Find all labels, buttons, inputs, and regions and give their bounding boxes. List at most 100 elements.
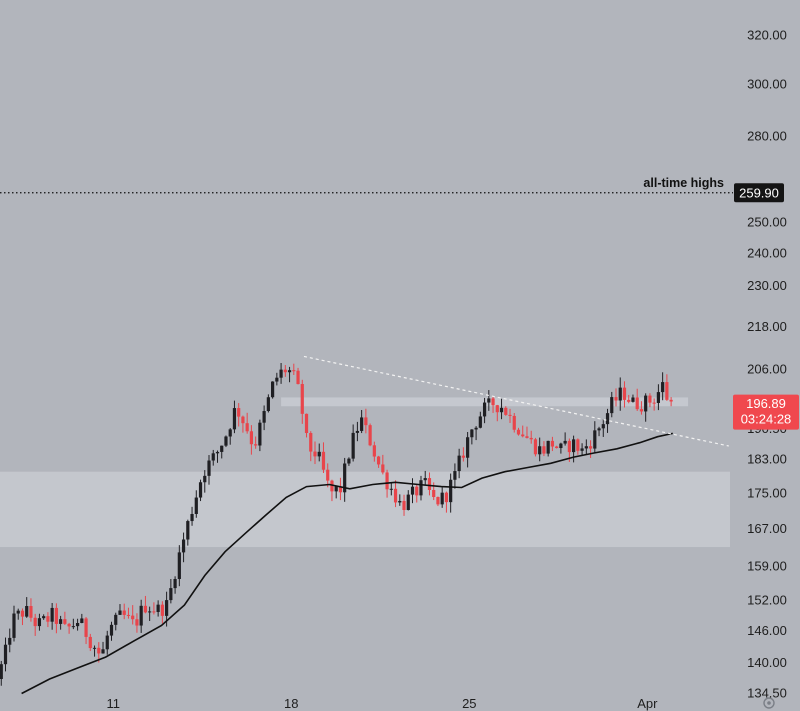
candle-95[interactable] — [402, 494, 406, 516]
candle-69[interactable] — [292, 363, 296, 376]
candle-85[interactable] — [360, 409, 364, 434]
candle-64[interactable] — [271, 381, 275, 399]
candle-125[interactable] — [529, 430, 533, 444]
candle-107[interactable] — [453, 463, 457, 489]
candle-143[interactable] — [605, 408, 610, 433]
candle-154[interactable] — [652, 398, 656, 411]
candle-55[interactable] — [232, 400, 237, 434]
candle-21[interactable] — [88, 633, 92, 652]
candle-113[interactable] — [478, 411, 482, 429]
candle-142[interactable] — [601, 419, 605, 437]
candle-1[interactable] — [3, 637, 8, 672]
candle-2[interactable] — [8, 628, 12, 653]
candle-109[interactable] — [461, 447, 465, 462]
candle-68[interactable] — [287, 366, 292, 383]
candle-30[interactable] — [126, 607, 131, 619]
candle-145[interactable] — [614, 388, 618, 407]
candle-158[interactable] — [669, 397, 673, 407]
candle-148[interactable] — [627, 394, 631, 404]
candle-20[interactable] — [84, 617, 88, 645]
candle-119[interactable] — [504, 406, 508, 416]
candle-8[interactable] — [33, 613, 37, 636]
candle-149[interactable] — [631, 394, 635, 403]
candle-132[interactable] — [559, 442, 563, 454]
candle-139[interactable] — [588, 440, 593, 458]
candle-79[interactable] — [334, 486, 338, 499]
candle-138[interactable] — [584, 439, 588, 455]
candle-27[interactable] — [114, 612, 118, 631]
candle-51[interactable] — [215, 450, 220, 463]
candle-118[interactable] — [499, 398, 504, 420]
candle-49[interactable] — [207, 455, 211, 485]
candle-11[interactable] — [46, 612, 50, 628]
candle-151[interactable] — [639, 401, 644, 415]
candle-94[interactable] — [398, 494, 402, 506]
candle-46[interactable] — [194, 490, 198, 518]
candle-98[interactable] — [415, 484, 419, 503]
candle-32[interactable] — [135, 613, 139, 633]
candle-5[interactable] — [20, 608, 25, 626]
candle-38[interactable] — [160, 601, 164, 624]
candle-44[interactable] — [186, 519, 190, 546]
candle-100[interactable] — [423, 470, 427, 486]
candle-33[interactable] — [139, 599, 143, 633]
candle-156[interactable] — [661, 372, 665, 401]
candle-73[interactable] — [309, 431, 313, 462]
candle-112[interactable] — [474, 426, 478, 441]
candle-155[interactable] — [656, 384, 660, 411]
candle-140[interactable] — [593, 421, 597, 453]
candle-150[interactable] — [635, 388, 639, 411]
settings-gear-icon[interactable] — [763, 697, 775, 709]
candle-129[interactable] — [546, 440, 550, 457]
candle-88[interactable] — [372, 441, 376, 462]
candle-53[interactable] — [224, 435, 228, 448]
candle-126[interactable] — [533, 437, 538, 457]
candle-61[interactable] — [258, 419, 262, 452]
candle-54[interactable] — [228, 428, 232, 445]
candle-22[interactable] — [92, 645, 97, 657]
candle-31[interactable] — [131, 605, 135, 625]
candle-28[interactable] — [118, 604, 122, 616]
candle-58[interactable] — [245, 412, 249, 434]
candle-120[interactable] — [508, 408, 512, 423]
candle-144[interactable] — [610, 391, 614, 418]
candle-135[interactable] — [572, 435, 576, 463]
candle-105[interactable] — [444, 491, 449, 513]
candle-78[interactable] — [330, 479, 334, 502]
candle-127[interactable] — [538, 437, 542, 462]
candle-40[interactable] — [169, 579, 173, 604]
candle-136[interactable] — [576, 438, 580, 455]
candle-4[interactable] — [16, 608, 20, 620]
candle-13[interactable] — [54, 603, 58, 634]
candle-42[interactable] — [177, 545, 181, 587]
candle-84[interactable] — [355, 421, 359, 442]
candle-26[interactable] — [109, 621, 114, 641]
candle-43[interactable] — [181, 532, 186, 563]
candle-3[interactable] — [12, 605, 16, 642]
candle-121[interactable] — [512, 412, 516, 433]
candle-35[interactable] — [148, 606, 152, 621]
candle-19[interactable] — [80, 613, 84, 624]
candle-83[interactable] — [351, 424, 355, 462]
candle-124[interactable] — [525, 426, 529, 439]
candle-7[interactable] — [29, 598, 33, 622]
candle-104[interactable] — [440, 487, 444, 508]
candle-96[interactable] — [406, 490, 410, 511]
candle-141[interactable] — [597, 426, 601, 437]
candle-123[interactable] — [521, 425, 525, 438]
candle-111[interactable] — [470, 429, 474, 445]
candle-14[interactable] — [59, 615, 63, 630]
candle-133[interactable] — [563, 432, 567, 446]
candle-92[interactable] — [389, 482, 393, 496]
candle-62[interactable] — [262, 405, 266, 431]
candle-90[interactable] — [381, 454, 385, 475]
candle-72[interactable] — [304, 413, 309, 438]
candle-137[interactable] — [580, 443, 584, 456]
candle-18[interactable] — [75, 618, 80, 631]
candle-81[interactable] — [343, 457, 347, 502]
candle-56[interactable] — [237, 403, 241, 427]
candle-99[interactable] — [419, 475, 423, 501]
candle-128[interactable] — [542, 441, 546, 457]
candle-48[interactable] — [203, 470, 207, 493]
